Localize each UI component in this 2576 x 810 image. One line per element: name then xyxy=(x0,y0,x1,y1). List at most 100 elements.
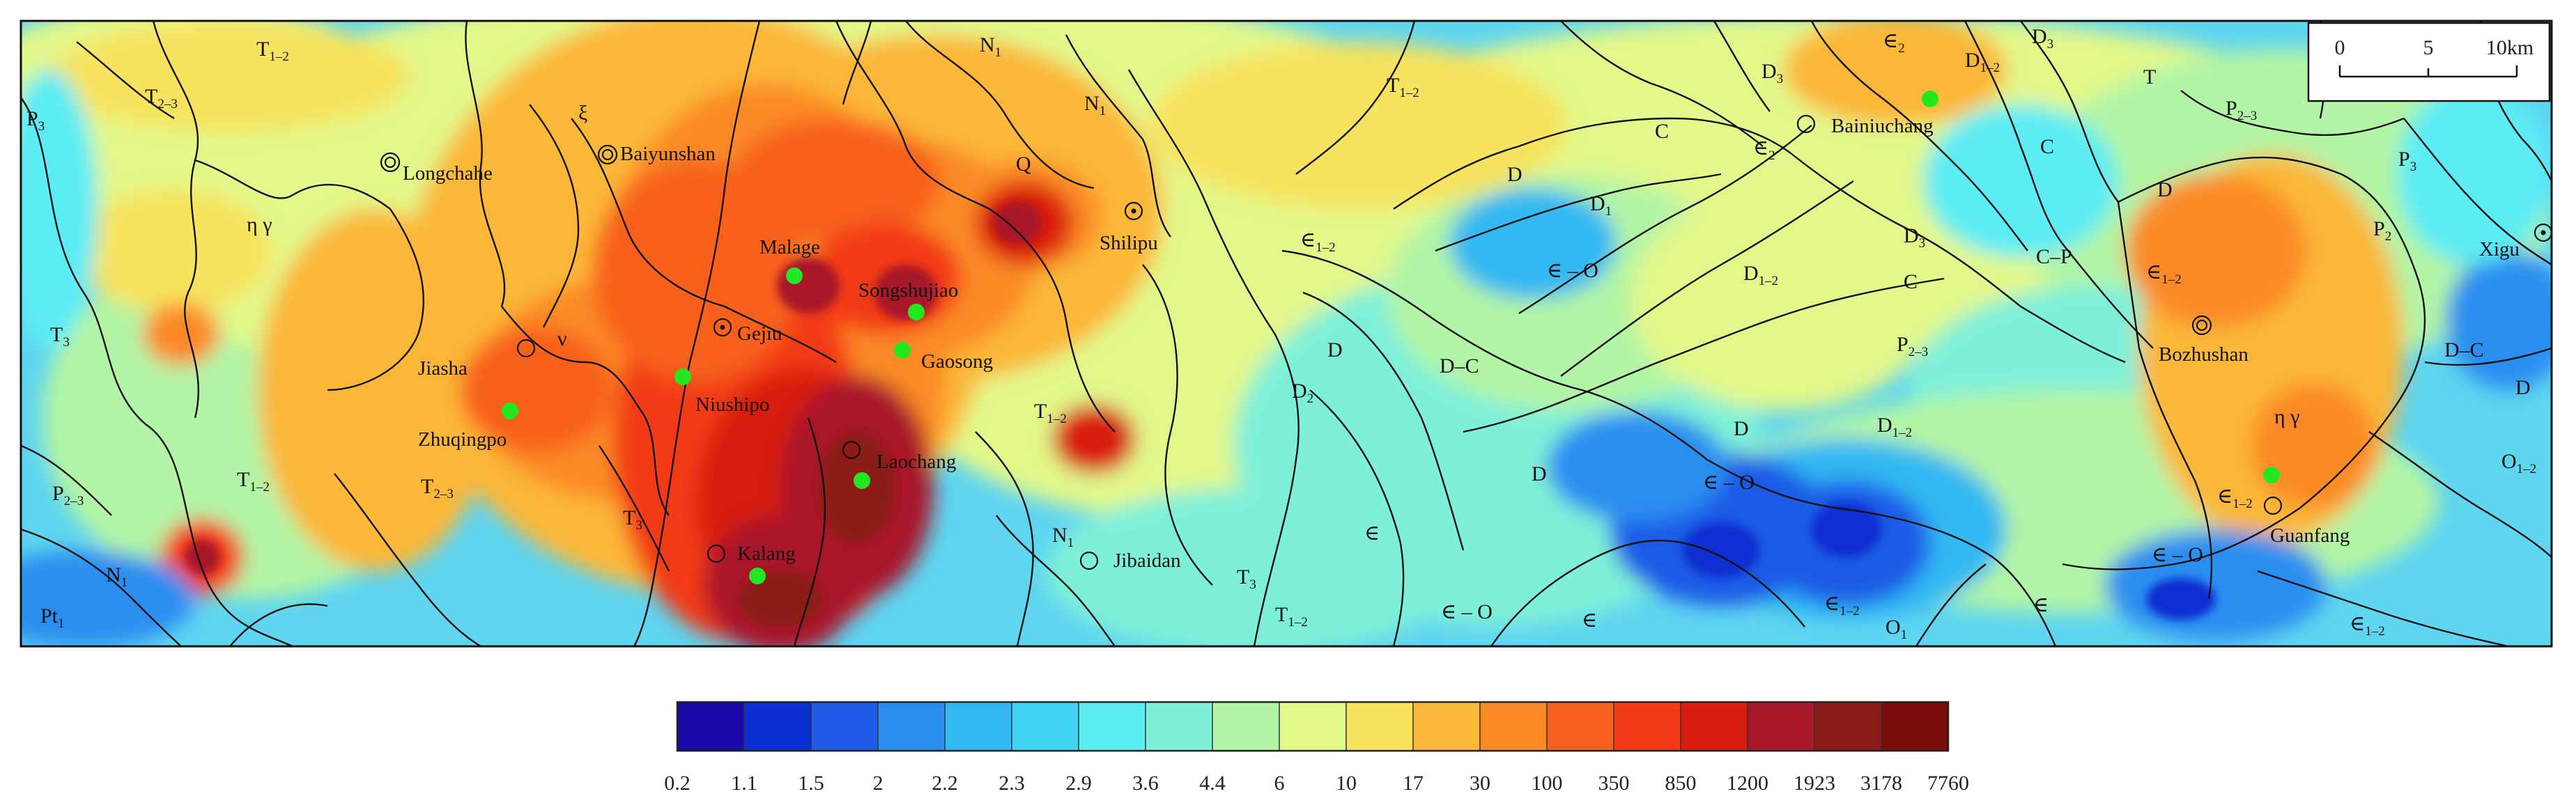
geologic-unit-label: C xyxy=(1655,120,1669,143)
town-baiyunshan: Baiyunshan xyxy=(597,143,716,165)
geologic-unit-label: D–C xyxy=(2444,338,2484,361)
geologic-unit-label: ∈1–2 xyxy=(1824,592,1860,618)
mineral-point-icon xyxy=(786,267,803,284)
town-dot-icon xyxy=(2540,230,2546,235)
legend-border xyxy=(676,701,1950,752)
legend-swatch xyxy=(1212,702,1280,751)
scale-tick-10km: 10km xyxy=(2486,36,2533,59)
legend-tick-label: 2.2 xyxy=(932,772,958,795)
geologic-unit-label: ∈2 xyxy=(1883,29,1905,56)
mineral-point-icon xyxy=(749,568,766,584)
legend-tick-label: 2.9 xyxy=(1065,772,1092,795)
geologic-unit-label: D2 xyxy=(1292,380,1313,406)
geologic-unit-label: T1–2 xyxy=(1275,603,1308,630)
geologic-units-layer: T1–2 T2–3 P3 η γ ξ N1 N1 T1–2 Q T3 ν T2–3 T1–2 P2–3 N1… xyxy=(26,25,2536,642)
town-xigu: Xigu xyxy=(2479,223,2553,260)
legend-tick-label: 2.3 xyxy=(998,772,1025,795)
town-symbol-icon xyxy=(516,338,536,358)
geologic-unit-label: D xyxy=(2157,178,2173,201)
legend-tick-label: 1.5 xyxy=(798,772,824,795)
town-zhuqingpo: Zhuqingpo xyxy=(418,403,518,451)
legend-tick-label: 30 xyxy=(1470,772,1490,795)
legend-tick-label: 2 xyxy=(873,772,884,795)
mineral-point-icon xyxy=(894,342,911,359)
town-label: Bainiuchang xyxy=(1831,115,1934,137)
town-label: Jibaidan xyxy=(1113,550,1181,572)
geologic-unit-label: ∈ – O xyxy=(2152,543,2203,566)
geologic-unit-label: D xyxy=(1734,417,1749,440)
town-symbol-icon xyxy=(2263,496,2283,515)
legend-tick-label: 1200 xyxy=(1727,772,1768,795)
town-jiasha: Jiasha xyxy=(418,338,536,380)
legend-tick-label: 3.6 xyxy=(1132,772,1159,795)
scale-tick-0: 0 xyxy=(2335,36,2345,59)
geologic-unit-label: ∈ – O xyxy=(1703,471,1754,494)
legend-swatch xyxy=(1480,702,1548,751)
town-label: Gejiu xyxy=(737,322,782,345)
legend-swatch xyxy=(1012,702,1079,751)
scale-bar-box xyxy=(2307,22,2551,102)
town-symbol-inner-icon xyxy=(384,156,396,169)
geologic-unit-label: D1–2 xyxy=(1743,262,1778,288)
color-legend: 0.2 1.1 1.5 2 2.2 2.3 2.9 3.6 4.4 6 10 17 30 100 350 85… xyxy=(664,701,1969,795)
town-label: Shilipu xyxy=(1100,232,1158,254)
town-bainiuchang: Bainiuchang xyxy=(1796,91,1938,137)
legend-tick-label: 3178 xyxy=(1860,772,1902,795)
geologic-unit-label: D1 xyxy=(1590,192,1612,219)
geologic-unit-label: N1 xyxy=(1084,92,1106,118)
geologic-unit-label: T3 xyxy=(50,323,70,350)
town-niushipo: Niushipo xyxy=(674,368,769,416)
geologic-unit-label: C–P xyxy=(2036,245,2072,268)
town-bozhushan: Bozhushan xyxy=(2159,315,2249,366)
mineral-point-icon xyxy=(502,403,518,419)
legend-swatch xyxy=(744,702,812,751)
geologic-unit-label: D xyxy=(2515,376,2531,399)
town-symbol-icon xyxy=(842,440,861,460)
geologic-unit-label: ∈ xyxy=(1582,609,1597,632)
legend-swatch xyxy=(677,702,745,751)
town-dot-icon xyxy=(1131,208,1136,214)
scale-bar-line xyxy=(2338,65,2518,78)
town-symbol-icon xyxy=(1796,114,1816,134)
legend-tick-label: 4.4 xyxy=(1199,772,1226,795)
town-symbol-icon xyxy=(380,152,401,173)
anomaly-cores xyxy=(185,202,2216,627)
geologic-unit-label: ∈ xyxy=(2033,593,2049,616)
map-border xyxy=(20,20,2553,648)
legend-tick-label: 17 xyxy=(1403,772,1424,795)
town-symbol-icon xyxy=(2533,223,2553,242)
geologic-unit-label: T2–3 xyxy=(421,475,454,501)
geologic-unit-label: ∈1–2 xyxy=(2350,612,2385,639)
geologic-unit-label: Pt1 xyxy=(40,605,65,631)
town-gejiu: Gejiu xyxy=(713,318,782,345)
geologic-unit-label: T1–2 xyxy=(1034,400,1067,426)
town-laochang: Laochang xyxy=(842,440,956,489)
geologic-unit-label: P2–3 xyxy=(1897,333,1928,359)
geologic-unit-label: N1 xyxy=(1052,524,1074,550)
legend-swatch xyxy=(945,702,1012,751)
town-symbol-icon xyxy=(1079,551,1099,570)
town-shilipu: Shilipu xyxy=(1100,201,1158,254)
geologic-unit-label: T1–2 xyxy=(237,468,270,494)
town-label: Jiasha xyxy=(418,357,468,380)
town-malage: Malage xyxy=(759,236,820,284)
geologic-unit-label: D3 xyxy=(2032,25,2053,52)
town-longchahe: Longchahe xyxy=(380,152,493,185)
town-kalang: Kalang xyxy=(707,543,796,584)
geologic-unit-label: O1–2 xyxy=(2501,450,2536,476)
town-label: Xigu xyxy=(2479,238,2520,260)
town-symbol-icon xyxy=(713,318,732,337)
legend-tick-label: 350 xyxy=(1598,772,1630,795)
geologic-unit-label: N1 xyxy=(106,563,128,590)
geologic-unit-label: η γ xyxy=(247,213,272,236)
geologic-unit-label: P3 xyxy=(2398,148,2416,174)
map-frame xyxy=(21,21,2552,646)
legend-tick-label: 100 xyxy=(1532,772,1563,795)
geologic-unit-label: P2–3 xyxy=(52,482,84,508)
town-label: Songshujiao xyxy=(858,279,958,302)
legend-swatch xyxy=(811,702,879,751)
legend-swatch xyxy=(1279,702,1347,751)
towns-layer: Longchahe Baiyunshan Malage Songshujiao Gaos… xyxy=(380,91,2553,584)
scale-tick-5: 5 xyxy=(2423,36,2434,59)
